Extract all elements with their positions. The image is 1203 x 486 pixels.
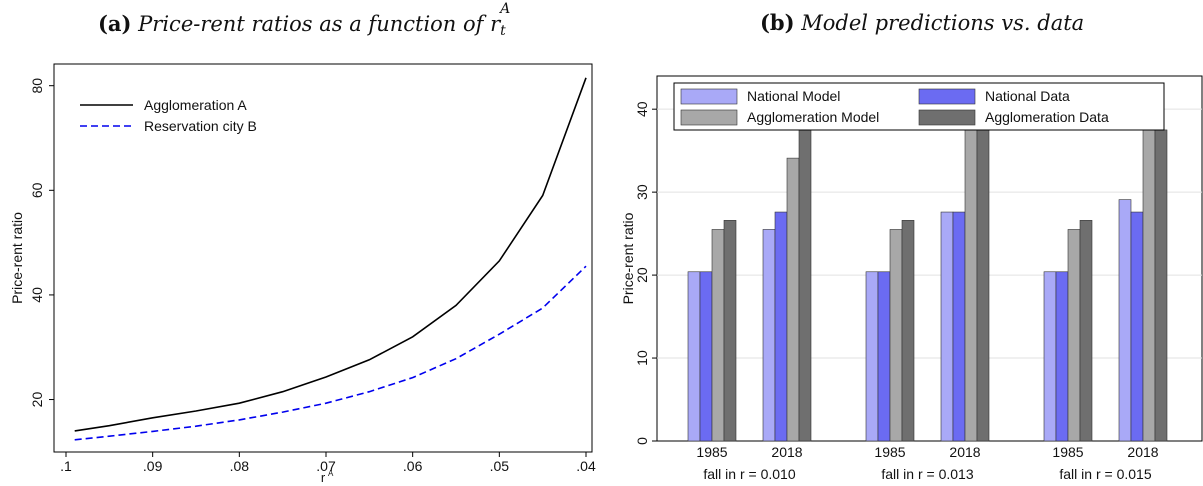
panel-a-title-sup: A: [500, 1, 511, 17]
bar: [687, 271, 701, 442]
bar: [940, 211, 954, 442]
panel-b-label: (b): [760, 10, 795, 35]
bar: [865, 271, 879, 442]
y-axis-label-b: Price-rent ratio: [620, 212, 636, 304]
legend-label-b: National Model: [747, 88, 840, 104]
x-tick-label-a: .05: [490, 458, 510, 474]
bar: [798, 129, 812, 442]
plot-frame-a: [53, 63, 593, 453]
line-chart-panel-a: 20 40 60 80 .1 .09 .08 .07 .06 .05 .04 Price-rent r…: [9, 63, 596, 485]
bar: [1118, 199, 1132, 442]
bar: [952, 211, 966, 442]
bar: [1079, 220, 1093, 442]
series-line-reservation-city-b: [74, 265, 587, 441]
x-tick-label-a: .04: [576, 458, 596, 474]
panel-a-title-text: Price-rent ratios as a function of r: [138, 12, 501, 36]
group-label: fall in r = 0.010: [703, 466, 795, 482]
x-tick-label-a: .06: [403, 458, 423, 474]
group-label: fall in r = 0.015: [1059, 466, 1151, 482]
panel-b-title: (b) Model predictions vs. data: [760, 10, 1084, 35]
bar: [786, 157, 800, 442]
bar: [1055, 271, 1069, 442]
legend-label-b: National Data: [985, 88, 1070, 104]
bar: [1043, 271, 1057, 442]
panel-a-label: (a): [98, 11, 132, 36]
y-tick-label-a: 40: [29, 287, 45, 303]
x-tick-label-a: .07: [316, 458, 336, 474]
subgroup-label: 1985: [874, 444, 905, 460]
plot-frame-b: [656, 75, 1203, 442]
y-tick-label-b: 10: [634, 350, 650, 366]
subgroup-label: 1985: [1052, 444, 1083, 460]
bar: [762, 229, 776, 442]
panel-b-title-text: Model predictions vs. data: [801, 11, 1085, 35]
y-tick-label-a: 20: [29, 392, 45, 408]
bar: [723, 220, 737, 442]
bar: [1154, 129, 1168, 442]
bar: [1130, 211, 1144, 442]
bar: [1067, 229, 1081, 442]
legend-swatch-b: [680, 109, 738, 126]
subgroup-label: 2018: [771, 444, 802, 460]
y-tick-label-b: 30: [634, 184, 650, 200]
legend-label-b: Agglomeration Model: [747, 109, 879, 125]
bar: [976, 129, 990, 442]
subgroup-label: 1985: [696, 444, 727, 460]
bar-chart-panel-b: 0 10 20 30 40 Price-rent ratio 1985 2018 fall in…: [620, 75, 1203, 482]
x-axis-label-sup-a: A: [328, 469, 334, 478]
bar: [774, 211, 788, 442]
x-tick-label-a: .08: [230, 458, 250, 474]
y-tick-label-a: 60: [29, 182, 45, 198]
legend-label-b: Agglomeration Data: [985, 109, 1109, 125]
legend-swatch-b: [918, 88, 976, 105]
y-tick-label-b: 40: [634, 101, 650, 117]
y-tick-label-a: 80: [29, 78, 45, 94]
bar: [1142, 101, 1156, 442]
y-axis-label-a: Price-rent ratio: [9, 212, 25, 304]
x-axis-label-a: r: [321, 470, 326, 485]
group-label: fall in r = 0.013: [881, 466, 973, 482]
bar: [901, 220, 915, 442]
bar: [711, 229, 725, 442]
subgroup-label: 2018: [949, 444, 980, 460]
bar: [964, 126, 978, 442]
x-tick-label-a: .1: [60, 458, 72, 474]
panel-a-title: (a) Price-rent ratios as a function of r…: [98, 1, 514, 39]
y-tick-label-b: 20: [634, 267, 650, 283]
legend-swatch-b: [680, 88, 738, 105]
x-tick-label-a: .09: [143, 458, 163, 474]
subgroup-label: 2018: [1127, 444, 1158, 460]
legend-swatch-b: [918, 109, 976, 126]
panel-a-title-sub: t: [500, 23, 506, 39]
y-tick-label-b: 0: [634, 437, 650, 445]
bar: [889, 229, 903, 442]
bar: [877, 271, 891, 442]
legend-label-a: Agglomeration A: [144, 97, 247, 113]
series-line-agglomeration-a: [74, 77, 587, 432]
legend-label-a: Reservation city B: [144, 118, 257, 134]
bar: [699, 271, 713, 442]
